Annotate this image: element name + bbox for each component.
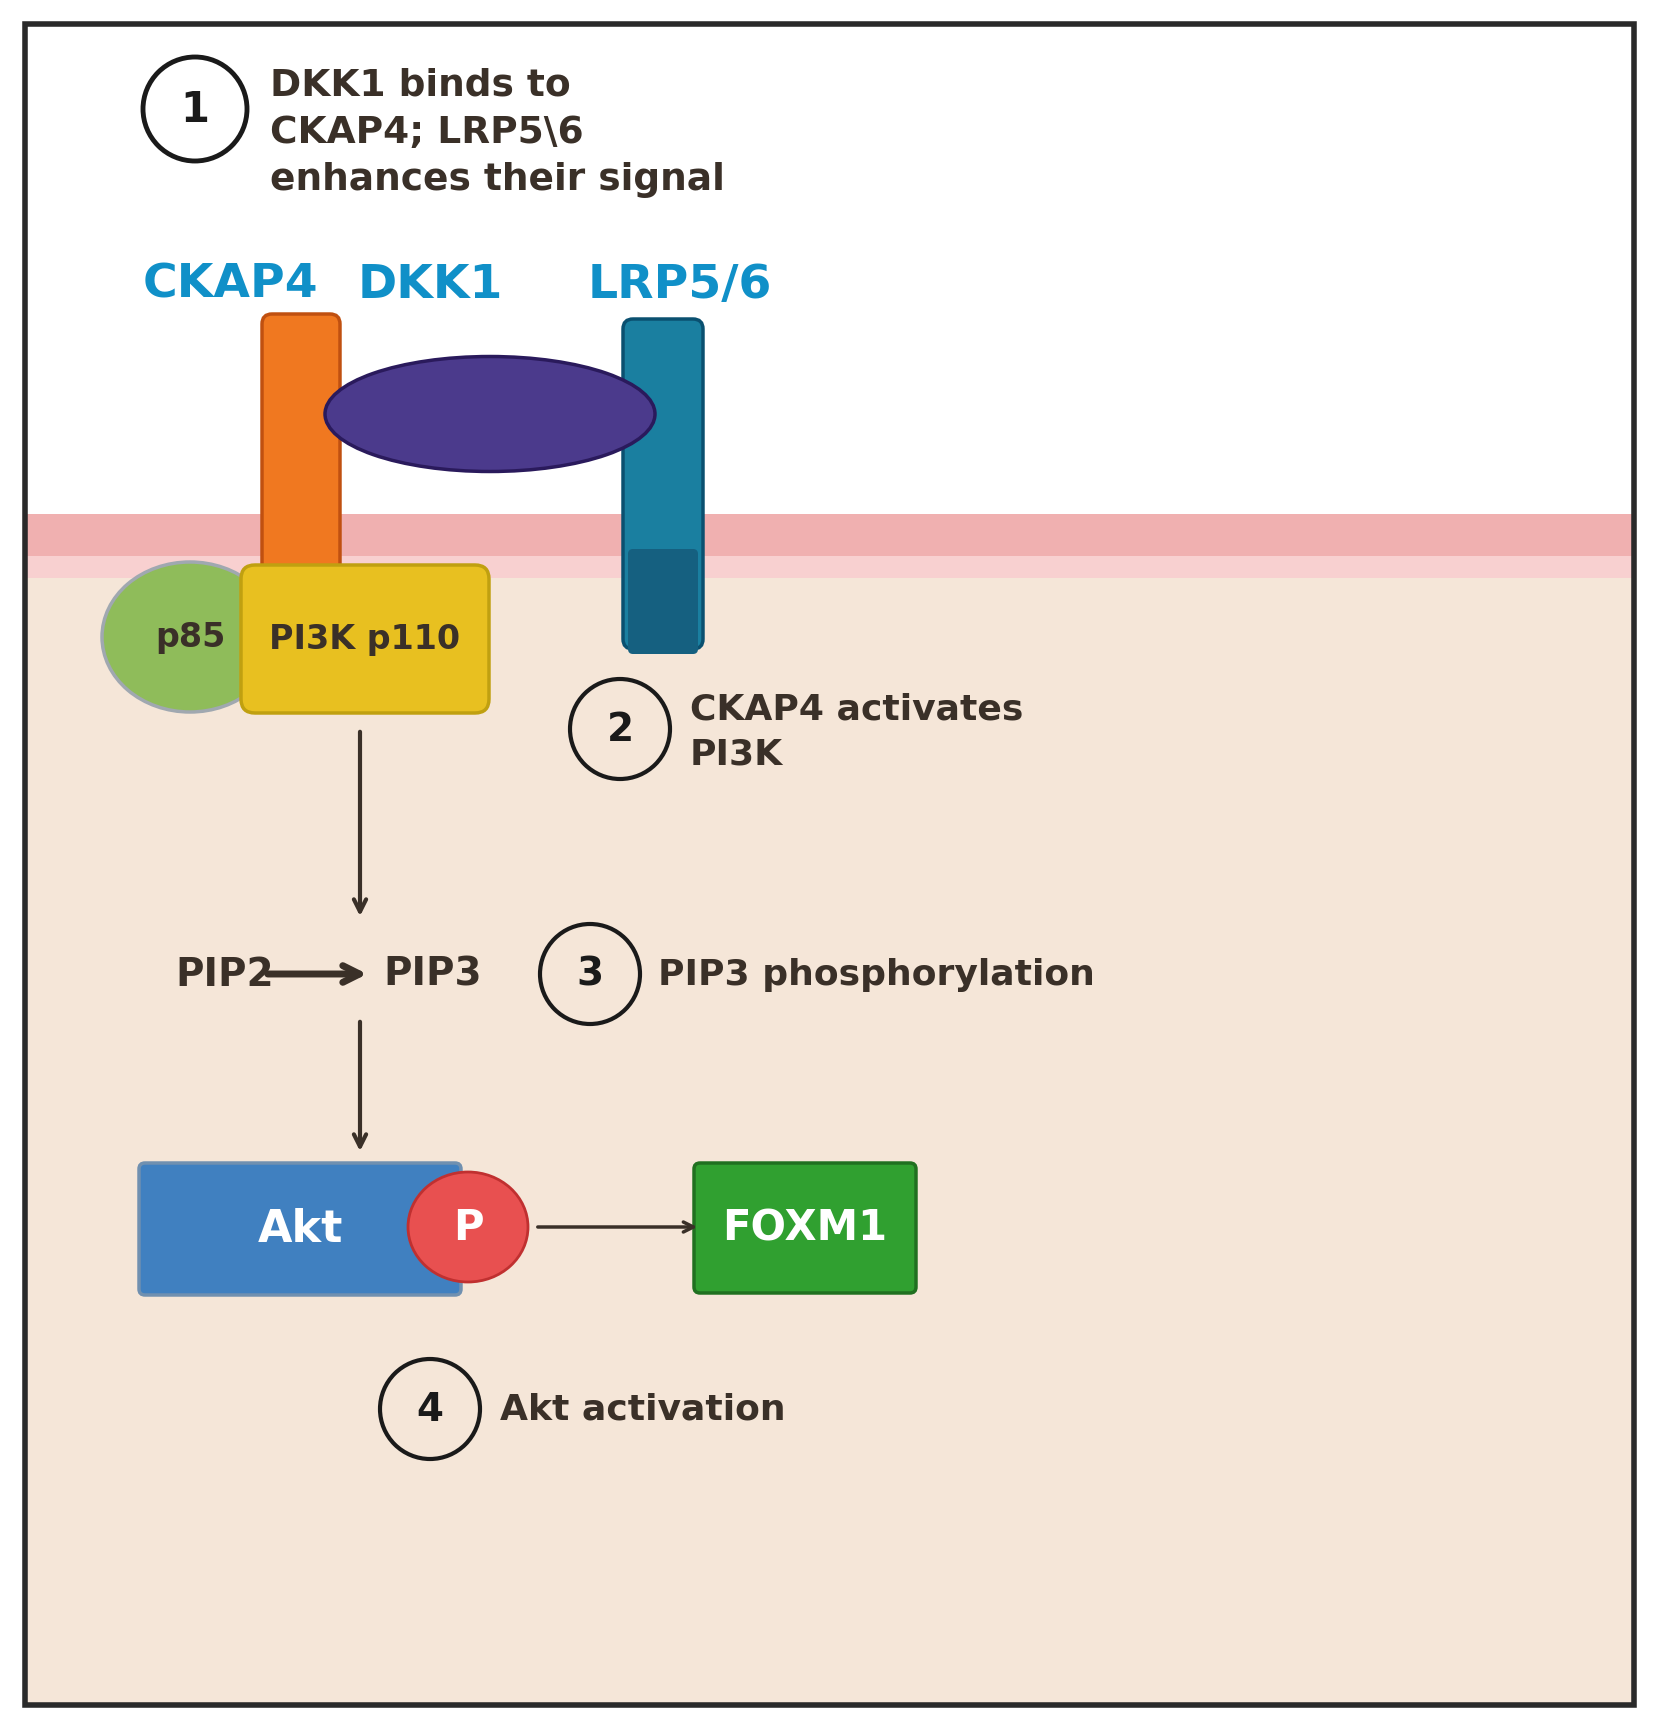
Text: CKAP4 activates: CKAP4 activates — [690, 692, 1024, 727]
Ellipse shape — [325, 358, 655, 472]
Bar — [25, 555, 1634, 1706]
Text: P: P — [453, 1206, 483, 1249]
Text: LRP5/6: LRP5/6 — [587, 263, 771, 308]
Text: p85: p85 — [154, 621, 226, 654]
FancyBboxPatch shape — [629, 550, 698, 654]
Text: PIP2: PIP2 — [174, 955, 274, 993]
FancyBboxPatch shape — [693, 1163, 916, 1294]
Text: DKK1: DKK1 — [357, 263, 503, 308]
Text: CKAP4; LRP5\6: CKAP4; LRP5\6 — [270, 114, 584, 151]
Text: 2: 2 — [607, 711, 634, 749]
Text: PI3K: PI3K — [690, 737, 783, 772]
Text: enhances their signal: enhances their signal — [270, 163, 725, 197]
Text: DKK1 binds to: DKK1 binds to — [270, 67, 571, 104]
Text: 3: 3 — [576, 955, 604, 993]
Text: FOXM1: FOXM1 — [722, 1208, 888, 1249]
Ellipse shape — [101, 562, 279, 713]
Text: 4: 4 — [416, 1391, 443, 1429]
Text: PIP3 phosphorylation: PIP3 phosphorylation — [659, 957, 1095, 991]
FancyBboxPatch shape — [262, 315, 340, 609]
Bar — [25, 557, 1634, 578]
FancyBboxPatch shape — [139, 1163, 461, 1296]
Bar — [25, 516, 1634, 557]
Text: 1: 1 — [181, 88, 209, 131]
Text: PI3K p110: PI3K p110 — [269, 623, 461, 656]
Text: CKAP4: CKAP4 — [143, 263, 319, 308]
FancyBboxPatch shape — [624, 320, 703, 650]
Ellipse shape — [408, 1173, 528, 1282]
Text: Akt: Akt — [257, 1208, 343, 1251]
Text: PIP3: PIP3 — [383, 955, 481, 993]
Bar — [25, 24, 1634, 580]
Text: Akt activation: Akt activation — [499, 1393, 786, 1426]
FancyBboxPatch shape — [241, 566, 489, 713]
